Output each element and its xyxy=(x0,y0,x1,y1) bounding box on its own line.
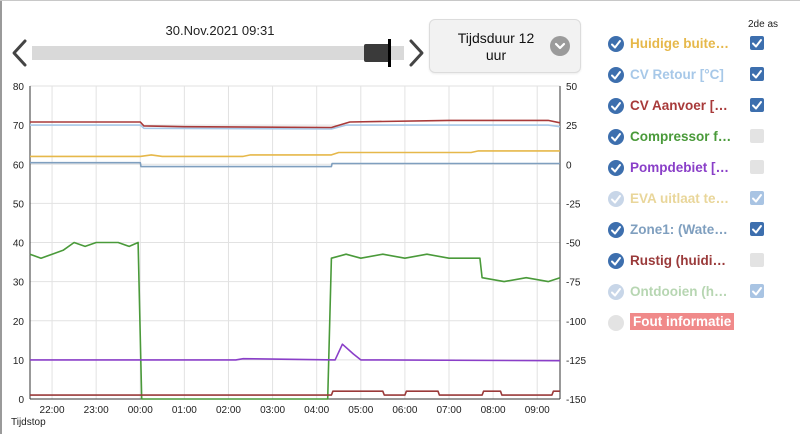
legend-item-label[interactable]: EVA uitlaat te… xyxy=(630,191,730,206)
y-left-tick-label: 80 xyxy=(13,82,25,93)
y-left-tick-label: 70 xyxy=(13,121,25,132)
duration-select[interactable]: Tijdsduur 12 uur xyxy=(429,19,581,73)
legend-item-label[interactable]: CV Aanvoer [… xyxy=(630,98,728,113)
y-right-tick-label: 50 xyxy=(566,82,578,93)
check-circle-icon[interactable] xyxy=(608,160,624,176)
previous-button[interactable] xyxy=(10,38,30,68)
y-left-tick-label: 40 xyxy=(13,239,25,250)
y-right-tick-label: -125 xyxy=(566,356,586,367)
chevron-down-icon[interactable] xyxy=(550,36,570,56)
series-line xyxy=(29,241,561,400)
y-left-tick-label: 30 xyxy=(13,278,25,289)
time-slider-track[interactable] xyxy=(32,46,404,60)
axis2-header: 2de as xyxy=(747,19,779,30)
axis2-checkbox-unchecked[interactable] xyxy=(750,160,764,174)
y-left-tick-label: 60 xyxy=(13,160,25,171)
x-tick-label: 00:00 xyxy=(128,405,153,416)
y-left-tick-label: 20 xyxy=(13,317,25,328)
legend-item-label[interactable]: Huidige buite… xyxy=(630,36,729,51)
check-circle-icon[interactable] xyxy=(608,253,624,269)
legend-item-label[interactable]: Rustig (huidi… xyxy=(630,253,726,268)
series-line xyxy=(30,161,560,168)
axis2-checkbox-checked[interactable] xyxy=(750,98,764,112)
y-left-tick-label: 50 xyxy=(13,199,25,210)
series-line xyxy=(30,390,560,396)
axis2-checkbox-checked[interactable] xyxy=(750,191,764,205)
frame-top-border xyxy=(0,0,800,1)
next-button[interactable] xyxy=(406,38,426,68)
check-circle-icon[interactable] xyxy=(608,67,624,83)
unchecked-circle-icon[interactable] xyxy=(608,315,624,331)
series-line xyxy=(30,150,560,158)
axis2-checkbox-checked[interactable] xyxy=(750,36,764,50)
axis2-checkbox-checked[interactable] xyxy=(750,222,764,236)
x-tick-label: 03:00 xyxy=(260,405,285,416)
x-tick-label: 08:00 xyxy=(481,405,506,416)
x-tick-label: 22:00 xyxy=(40,405,65,416)
series-line xyxy=(30,119,561,129)
duration-label: Tijdsduur 12 uur xyxy=(457,30,535,63)
time-slider-range[interactable] xyxy=(364,44,390,62)
legend-item[interactable]: Compressor f… xyxy=(604,125,794,149)
y-right-tick-label: -150 xyxy=(566,395,586,406)
legend-item[interactable]: Ontdooien (h… xyxy=(604,280,794,304)
axis2-checkbox-checked[interactable] xyxy=(750,284,764,298)
series-line xyxy=(30,124,561,130)
chevron-left-icon xyxy=(12,39,27,67)
check-circle-icon[interactable] xyxy=(608,191,624,207)
check-circle-icon[interactable] xyxy=(608,98,624,114)
legend-item[interactable]: Huidige buite… xyxy=(604,32,794,56)
x-axis-title: Tijdstop xyxy=(11,417,46,428)
chevron-right-icon xyxy=(409,39,424,67)
x-tick-label: 01:00 xyxy=(172,405,197,416)
x-tick-label: 05:00 xyxy=(348,405,373,416)
check-circle-icon[interactable] xyxy=(608,129,624,145)
legend-item-label[interactable]: Zone1: (Wate… xyxy=(630,222,728,237)
x-tick-label: 04:00 xyxy=(304,405,329,416)
legend-item[interactable]: Zone1: (Wate… xyxy=(604,218,794,242)
y-left-tick-label: 0 xyxy=(18,395,24,406)
series-line xyxy=(30,343,561,362)
legend-item-label[interactable]: Ontdooien (h… xyxy=(630,284,728,299)
y-right-tick-label: -100 xyxy=(566,317,586,328)
legend-item[interactable]: EVA uitlaat te… xyxy=(604,187,794,211)
x-tick-label: 06:00 xyxy=(392,405,417,416)
y-right-tick-label: 0 xyxy=(566,160,572,171)
legend-item[interactable]: Fout informatie xyxy=(604,311,794,335)
check-circle-icon[interactable] xyxy=(608,222,624,238)
check-circle-icon[interactable] xyxy=(608,36,624,52)
x-tick-label: 02:00 xyxy=(216,405,241,416)
y-right-tick-label: -50 xyxy=(566,239,581,250)
frame-left-border xyxy=(0,0,2,434)
legend-item-label[interactable]: Fout informatie xyxy=(630,313,735,330)
y-left-tick-label: 10 xyxy=(13,356,25,367)
x-tick-label: 23:00 xyxy=(84,405,109,416)
axis2-checkbox-unchecked[interactable] xyxy=(750,253,764,267)
axis2-checkbox-unchecked[interactable] xyxy=(750,129,764,143)
legend-item[interactable]: Pompdebiet [… xyxy=(604,156,794,180)
x-tick-label: 07:00 xyxy=(436,405,461,416)
y-right-tick-label: -75 xyxy=(566,278,581,289)
y-right-tick-label: -25 xyxy=(566,199,581,210)
time-slider-handle[interactable] xyxy=(388,39,391,67)
current-datetime: 30.Nov.2021 09:31 xyxy=(165,23,275,38)
legend-item[interactable]: CV Aanvoer [… xyxy=(604,94,794,118)
x-tick-label: 09:00 xyxy=(525,405,550,416)
y-right-tick-label: 25 xyxy=(566,121,578,132)
legend-item[interactable]: Rustig (huidi… xyxy=(604,249,794,273)
line-chart: 01020304050607080-150-125-100-75-50-2502… xyxy=(13,82,587,416)
legend-item-label[interactable]: CV Retour [°C] xyxy=(630,67,724,82)
check-circle-icon[interactable] xyxy=(608,284,624,300)
legend-item-label[interactable]: Pompdebiet [… xyxy=(630,160,730,175)
legend-item[interactable]: CV Retour [°C] xyxy=(604,63,794,87)
axis2-checkbox-checked[interactable] xyxy=(750,67,764,81)
legend-item-label[interactable]: Compressor f… xyxy=(630,129,732,144)
